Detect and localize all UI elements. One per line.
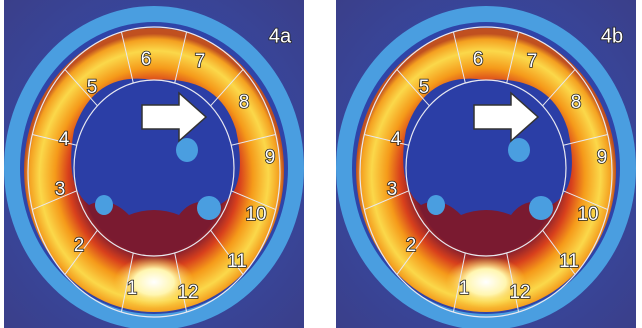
image-figure: 4a1234567891011124b123456789101112 [0,0,642,328]
segment-label: 12 [509,282,530,303]
segment-label: 3 [387,179,398,200]
segment-label: 4 [59,129,70,150]
segment-label: 1 [459,278,470,299]
cavity [71,79,240,215]
segment-label: 11 [559,251,579,272]
segment-label: 9 [265,147,276,168]
cavity-spot [95,195,113,215]
segment-label: 7 [195,51,206,72]
segment-label: 10 [577,204,598,225]
panel-label: 4a [269,25,292,47]
segment-label: 12 [177,282,198,303]
cavity-spot [197,196,221,220]
segment-label: 10 [245,204,266,225]
segment-label: 7 [527,51,538,72]
segment-label: 9 [597,147,608,168]
segment-label: 8 [239,92,250,113]
segment-label: 6 [473,49,484,70]
segment-label: 8 [571,92,582,113]
panel-label: 4b [601,25,623,47]
segment-label: 11 [227,251,247,272]
segment-label: 2 [74,235,85,256]
segment-label: 5 [419,77,430,98]
cavity-spot [529,196,553,220]
cavity [403,79,572,215]
segment-label: 5 [87,77,98,98]
segment-label: 3 [55,179,66,200]
segment-label: 2 [406,235,417,256]
cavity-spot [427,195,445,215]
segment-label: 6 [141,49,152,70]
segment-label: 4 [391,129,402,150]
segment-label: 1 [127,278,138,299]
